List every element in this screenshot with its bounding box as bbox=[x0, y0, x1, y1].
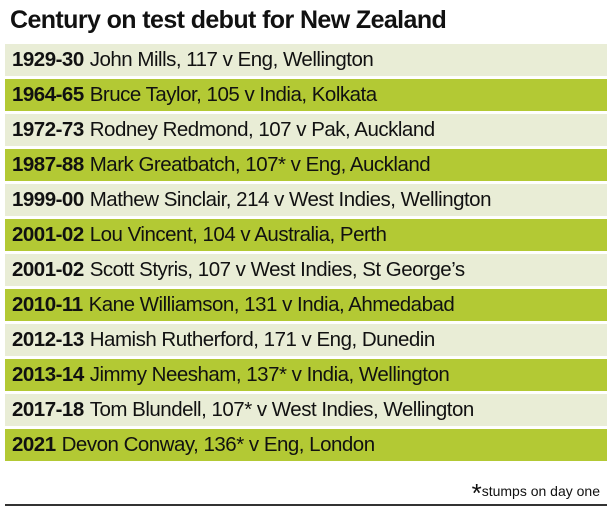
details: Rodney Redmond, 107 v Pak, Auckland bbox=[89, 118, 435, 141]
details: Devon Conway, 136* v Eng, London bbox=[61, 433, 375, 456]
details: Mathew Sinclair, 214 v West Indies, Well… bbox=[89, 188, 492, 211]
row: 1929-30 John Mills, 117 v Eng, Wellington bbox=[5, 44, 607, 76]
season: 2017-18 bbox=[12, 398, 84, 421]
details: Kane Williamson, 131 v India, Ahmedabad bbox=[88, 293, 455, 316]
footnote-marker: * bbox=[471, 478, 482, 508]
season: 1929-30 bbox=[12, 48, 84, 71]
row: 2010-11 Kane Williamson, 131 v India, Ahm… bbox=[5, 289, 607, 321]
season: 2013-14 bbox=[12, 363, 84, 386]
details: Scott Styris, 107 v West Indies, St Geor… bbox=[89, 258, 465, 281]
details: Tom Blundell, 107* v West Indies, Wellin… bbox=[89, 398, 475, 421]
row: 2013-14 Jimmy Neesham, 137* v India, Well… bbox=[5, 359, 607, 391]
row: 1972-73 Rodney Redmond, 107 v Pak, Auckla… bbox=[5, 114, 607, 146]
row: 2017-18 Tom Blundell, 107* v West Indies,… bbox=[5, 394, 607, 426]
row: 1987-88 Mark Greatbatch, 107* v Eng, Auck… bbox=[5, 149, 607, 181]
title: Century on test debut for New Zealand bbox=[10, 6, 447, 34]
row: 2012-13 Hamish Rutherford, 171 v Eng, Dun… bbox=[5, 324, 607, 356]
season: 2012-13 bbox=[12, 328, 84, 351]
season: 1972-73 bbox=[12, 118, 84, 141]
details: Lou Vincent, 104 v Australia, Perth bbox=[89, 223, 387, 246]
season: 1987-88 bbox=[12, 153, 84, 176]
details: Mark Greatbatch, 107* v Eng, Auckland bbox=[89, 153, 431, 176]
season: 1964-65 bbox=[12, 83, 84, 106]
rows: 1929-30 John Mills, 117 v Eng, Wellington… bbox=[5, 44, 607, 464]
row: 1999-00 Mathew Sinclair, 214 v West Indie… bbox=[5, 184, 607, 216]
row: 1964-65 Bruce Taylor, 105 v India, Kolkat… bbox=[5, 79, 607, 111]
season: 1999-00 bbox=[12, 188, 84, 211]
footnote-text: stumps on day one bbox=[481, 483, 600, 499]
details: Bruce Taylor, 105 v India, Kolkata bbox=[89, 83, 377, 106]
season: 2010-11 bbox=[12, 293, 83, 316]
details: John Mills, 117 v Eng, Wellington bbox=[89, 48, 374, 71]
season: 2001-02 bbox=[12, 258, 84, 281]
row: 2001-02 Lou Vincent, 104 v Australia, Per… bbox=[5, 219, 607, 251]
details: Hamish Rutherford, 171 v Eng, Dunedin bbox=[89, 328, 436, 351]
footnote: *stumps on day one bbox=[472, 478, 600, 509]
bottom-rule bbox=[5, 504, 607, 506]
season: 2021 bbox=[12, 433, 56, 456]
row: 2001-02 Scott Styris, 107 v West Indies, … bbox=[5, 254, 607, 286]
details: Jimmy Neesham, 137* v India, Wellington bbox=[89, 363, 450, 386]
season: 2001-02 bbox=[12, 223, 84, 246]
row: 2021 Devon Conway, 136* v Eng, London bbox=[5, 429, 607, 461]
